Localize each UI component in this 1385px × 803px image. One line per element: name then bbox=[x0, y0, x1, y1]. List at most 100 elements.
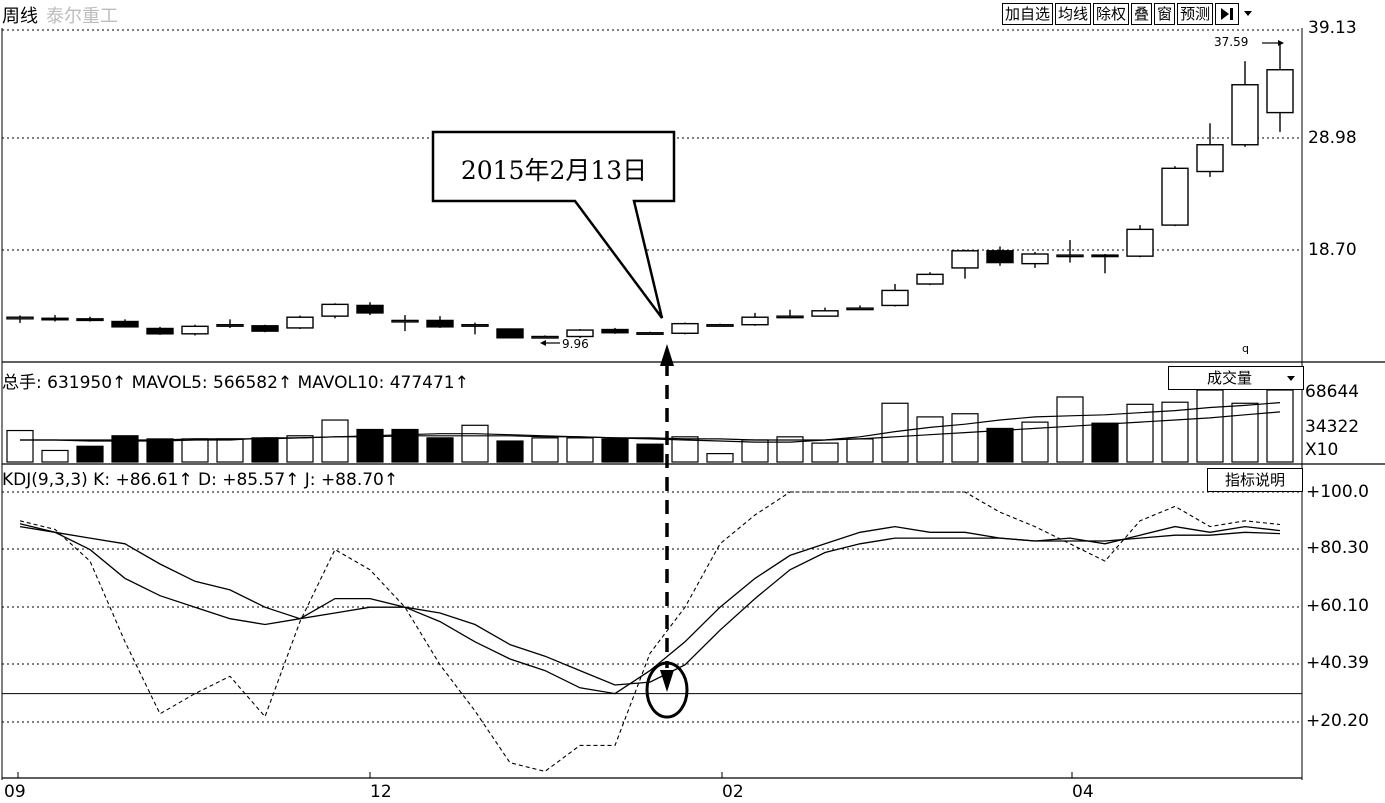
candle-body bbox=[496, 328, 524, 339]
arrow-head-down bbox=[660, 670, 674, 692]
candle-body bbox=[1161, 167, 1189, 226]
candle-body bbox=[671, 322, 699, 334]
volume-ma-lines bbox=[20, 402, 1281, 443]
volume-bar bbox=[1091, 422, 1119, 463]
volume-bar bbox=[776, 436, 804, 463]
candlestick-series[interactable] bbox=[6, 42, 1294, 339]
candle bbox=[111, 319, 139, 328]
candle-body bbox=[1196, 144, 1224, 173]
candle-body bbox=[1266, 69, 1294, 114]
high-price-label: 37.59 bbox=[1214, 35, 1249, 49]
volume-bar bbox=[41, 449, 69, 463]
x-tick-label: 04 bbox=[1072, 782, 1094, 802]
candle bbox=[601, 327, 629, 334]
volume-series[interactable] bbox=[6, 389, 1294, 463]
chevron-down-icon bbox=[1287, 376, 1295, 381]
candle-body bbox=[846, 307, 874, 311]
d-line bbox=[19, 525, 1281, 686]
candle-body bbox=[321, 303, 349, 317]
volume-bar bbox=[601, 438, 629, 463]
candle-body bbox=[741, 316, 769, 326]
volume-bar bbox=[496, 440, 524, 463]
x-tick-label: 02 bbox=[722, 782, 744, 802]
candle bbox=[356, 302, 384, 316]
candle-body bbox=[566, 329, 594, 338]
candle bbox=[776, 309, 804, 319]
x-tick-label: 12 bbox=[370, 782, 392, 802]
volume-bar bbox=[1231, 402, 1259, 463]
candle bbox=[286, 315, 314, 330]
candle bbox=[216, 319, 244, 328]
candle-body bbox=[76, 318, 104, 322]
candle-body bbox=[286, 316, 314, 329]
candle bbox=[881, 284, 909, 307]
k-line bbox=[19, 523, 1281, 695]
candle-body bbox=[636, 332, 664, 335]
candle-body bbox=[916, 273, 944, 285]
volume-bar bbox=[321, 419, 349, 463]
candle bbox=[1196, 123, 1224, 177]
candle bbox=[1161, 166, 1189, 227]
crossover-circle bbox=[645, 661, 689, 719]
candle bbox=[1231, 61, 1259, 147]
j-line bbox=[19, 491, 1281, 772]
kdj-legend: KDJ(9,3,3) K: +86.61↑ D: +85.57↑ J: +88.… bbox=[2, 470, 399, 490]
candle bbox=[1021, 251, 1049, 268]
candle-body bbox=[951, 250, 979, 269]
volume-bar bbox=[811, 442, 839, 463]
candle-body bbox=[6, 316, 34, 320]
candle-body bbox=[426, 319, 454, 328]
volume-bar bbox=[146, 438, 174, 463]
volume-bar bbox=[461, 424, 489, 463]
volume-bar bbox=[251, 437, 279, 463]
volume-unit-label: X10 bbox=[1305, 440, 1339, 460]
candle-body bbox=[181, 325, 209, 335]
volume-bar bbox=[566, 437, 594, 463]
candle-body bbox=[251, 325, 279, 332]
candle bbox=[1091, 254, 1119, 274]
add-favorite-button[interactable]: 加自选 bbox=[1002, 3, 1054, 25]
candle bbox=[531, 335, 559, 339]
triangle-down-icon[interactable] bbox=[1241, 3, 1255, 23]
cursor-mark: q bbox=[1242, 342, 1249, 355]
candle bbox=[1126, 225, 1154, 258]
volume-bar bbox=[1196, 389, 1224, 463]
kdj-tick-label: +100.0 bbox=[1306, 482, 1369, 502]
callout-date: 2015年2月13日 bbox=[460, 156, 648, 185]
candle-body bbox=[391, 319, 419, 323]
price-tick-label: 28.98 bbox=[1308, 128, 1357, 148]
indicator-help-button[interactable]: 指标说明 bbox=[1207, 468, 1303, 492]
volume-bar bbox=[1126, 403, 1154, 463]
kdj-tick-label: +40.39 bbox=[1306, 653, 1369, 673]
candle-body bbox=[41, 317, 69, 321]
volume-bar bbox=[76, 445, 104, 463]
indicator-selector[interactable]: 成交量 bbox=[1168, 366, 1304, 390]
volume-bar bbox=[1056, 396, 1084, 463]
chart-title: 周线 泰尔重工 bbox=[2, 2, 118, 28]
price-tick-label: 39.13 bbox=[1308, 18, 1357, 38]
candle-body bbox=[1056, 254, 1084, 258]
window-button[interactable]: 窗 bbox=[1154, 3, 1176, 25]
jump-to-end-icon[interactable] bbox=[1215, 3, 1240, 25]
candle-body bbox=[881, 289, 909, 307]
volume-bar bbox=[181, 438, 209, 463]
candle bbox=[986, 246, 1014, 266]
volume-bar bbox=[426, 437, 454, 463]
moving-average-button[interactable]: 均线 bbox=[1055, 3, 1092, 25]
forecast-button[interactable]: 预测 bbox=[1177, 3, 1214, 25]
ex-rights-button[interactable]: 除权 bbox=[1093, 3, 1130, 25]
candle bbox=[566, 329, 594, 338]
candle-body bbox=[1231, 84, 1259, 146]
volume-bar bbox=[6, 429, 34, 463]
kdj-lines bbox=[2, 491, 1302, 772]
volume-bar bbox=[986, 427, 1014, 463]
panel-frames bbox=[1, 28, 1385, 780]
low-arrow-head bbox=[540, 340, 546, 346]
candle bbox=[181, 324, 209, 336]
overlay-button[interactable]: 叠 bbox=[1131, 3, 1153, 25]
candle-body bbox=[1091, 254, 1119, 258]
kdj-tick-label: +20.20 bbox=[1306, 711, 1369, 731]
mavol5-line bbox=[20, 402, 1281, 443]
arrow-head-up bbox=[660, 344, 674, 366]
candle bbox=[636, 331, 664, 335]
